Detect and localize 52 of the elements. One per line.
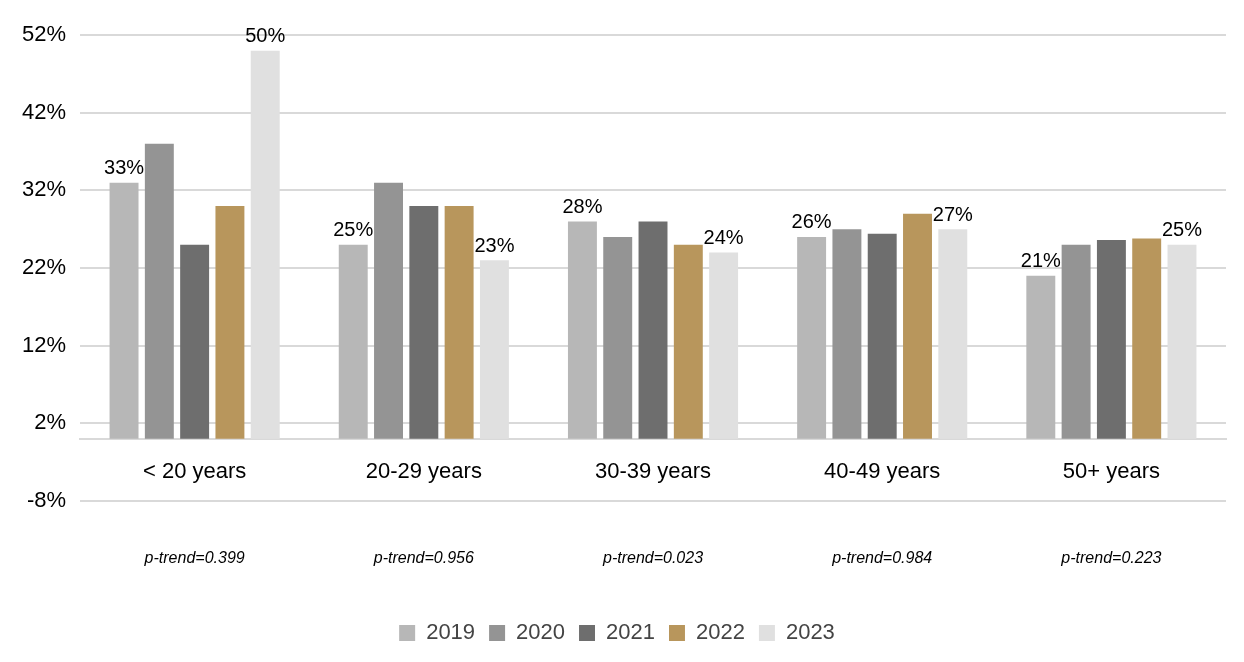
- bar: [797, 236, 827, 439]
- data-label: 27%: [932, 202, 974, 225]
- data-label: 25%: [1161, 218, 1203, 241]
- x-tick-label: < 20 years: [142, 457, 247, 483]
- data-label: 28%: [562, 194, 603, 217]
- x-tick-label: 20-29 years: [365, 457, 482, 483]
- y-tick-label: 42%: [21, 98, 67, 124]
- x-tick-label: 40-49 years: [824, 457, 941, 483]
- bar: [673, 244, 703, 439]
- bar: [109, 182, 139, 439]
- data-label: 25%: [333, 218, 374, 241]
- bar: [638, 221, 668, 439]
- bar: [567, 221, 597, 439]
- bar: [409, 205, 439, 439]
- text: p-trend=0.956: [372, 548, 474, 566]
- bar: [180, 244, 210, 439]
- bar: [903, 213, 932, 439]
- bar: [867, 233, 897, 439]
- text: p-trend=0.223: [1060, 548, 1162, 566]
- text: p-trend=0.984: [831, 548, 933, 566]
- text: p-trend=0.399: [143, 548, 245, 566]
- legend-label: 2020: [516, 619, 566, 645]
- legend-label: 2019: [426, 619, 476, 645]
- bar: [603, 236, 633, 439]
- y-tick-label: 2%: [34, 409, 67, 435]
- data-label: 24%: [703, 226, 744, 248]
- bar: [144, 143, 174, 439]
- x-tick-label: 50+ years: [1062, 457, 1161, 483]
- y-tick-label: 22%: [21, 254, 67, 280]
- text: p-trend=0.023: [601, 548, 704, 566]
- bar: [444, 205, 474, 439]
- y-tick-label: 52%: [21, 21, 67, 47]
- y-tick-label: 12%: [21, 331, 67, 357]
- data-label: 26%: [791, 210, 832, 233]
- legend-label: 2022: [695, 619, 745, 645]
- legend-label: 2023: [785, 619, 835, 645]
- bar: [1061, 244, 1091, 439]
- bar: [1026, 275, 1056, 439]
- bar: [215, 205, 245, 439]
- bar: [374, 182, 403, 439]
- bar: [338, 244, 368, 439]
- y-tick-label: 32%: [21, 176, 67, 202]
- y-tick-label: -8%: [26, 486, 67, 512]
- data-label: 33%: [104, 156, 145, 179]
- legend-label: 2021: [606, 619, 655, 645]
- bar: [832, 229, 862, 439]
- data-label: 23%: [474, 233, 515, 256]
- x-tick-label: 30-39 years: [594, 457, 712, 483]
- data-label: 50%: [245, 24, 286, 47]
- bar: [1132, 238, 1162, 439]
- data-label: 21%: [1020, 249, 1062, 272]
- bar: [1096, 240, 1126, 439]
